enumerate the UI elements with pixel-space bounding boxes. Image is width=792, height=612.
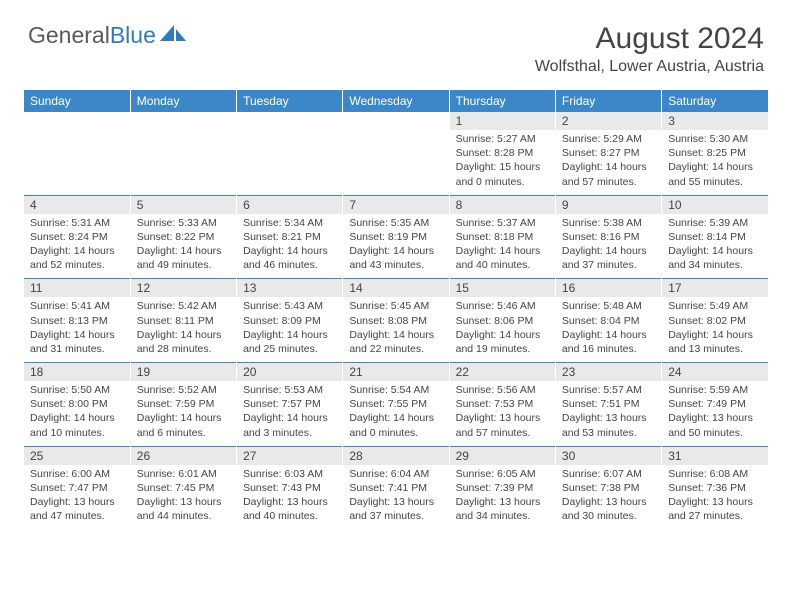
- date-info-cell: Sunrise: 5:31 AMSunset: 8:24 PMDaylight:…: [24, 214, 130, 279]
- date-info-cell: Sunrise: 5:43 AMSunset: 8:09 PMDaylight:…: [237, 297, 343, 362]
- date-number-row: 18192021222324: [24, 363, 768, 381]
- date-info-cell: Sunrise: 5:39 AMSunset: 8:14 PMDaylight:…: [662, 214, 768, 279]
- day-header: Thursday: [449, 90, 555, 112]
- day-header-row: Sunday Monday Tuesday Wednesday Thursday…: [24, 90, 768, 112]
- date-info-cell: Sunrise: 6:00 AMSunset: 7:47 PMDaylight:…: [24, 465, 130, 530]
- date-info-cell: Sunrise: 5:50 AMSunset: 8:00 PMDaylight:…: [24, 381, 130, 446]
- date-number-cell: 12: [130, 279, 236, 297]
- date-info-cell: Sunrise: 5:54 AMSunset: 7:55 PMDaylight:…: [343, 381, 449, 446]
- date-number-cell: 2: [555, 112, 661, 130]
- month-title: August 2024: [535, 22, 764, 56]
- date-number-cell: 17: [662, 279, 768, 297]
- logo-text-1: General: [28, 22, 110, 49]
- calendar-table: Sunday Monday Tuesday Wednesday Thursday…: [24, 90, 768, 529]
- date-number-cell: 28: [343, 447, 449, 465]
- date-info-cell: Sunrise: 5:57 AMSunset: 7:51 PMDaylight:…: [555, 381, 661, 446]
- date-info-cell: [24, 130, 130, 195]
- logo: GeneralBlue: [28, 22, 186, 49]
- date-number-cell: 26: [130, 447, 236, 465]
- title-block: August 2024 Wolfsthal, Lower Austria, Au…: [535, 22, 764, 76]
- date-number-cell: 18: [24, 363, 130, 381]
- date-number-cell: 24: [662, 363, 768, 381]
- date-info-cell: Sunrise: 5:49 AMSunset: 8:02 PMDaylight:…: [662, 297, 768, 362]
- date-number-row: 45678910: [24, 196, 768, 214]
- date-number-cell: 29: [449, 447, 555, 465]
- date-number-cell: 23: [555, 363, 661, 381]
- date-info-cell: [343, 130, 449, 195]
- date-info-cell: Sunrise: 6:04 AMSunset: 7:41 PMDaylight:…: [343, 465, 449, 530]
- date-number-cell: [130, 112, 236, 130]
- header: GeneralBlue August 2024 Wolfsthal, Lower…: [0, 0, 792, 84]
- date-number-cell: 25: [24, 447, 130, 465]
- date-info-cell: Sunrise: 6:01 AMSunset: 7:45 PMDaylight:…: [130, 465, 236, 530]
- date-number-cell: 4: [24, 196, 130, 214]
- date-info-cell: Sunrise: 5:45 AMSunset: 8:08 PMDaylight:…: [343, 297, 449, 362]
- logo-text-2: Blue: [110, 22, 156, 49]
- day-header: Monday: [130, 90, 236, 112]
- date-info-row: Sunrise: 6:00 AMSunset: 7:47 PMDaylight:…: [24, 465, 768, 530]
- date-number-cell: [237, 112, 343, 130]
- date-info-cell: Sunrise: 5:38 AMSunset: 8:16 PMDaylight:…: [555, 214, 661, 279]
- date-number-row: 123: [24, 112, 768, 130]
- date-number-cell: 16: [555, 279, 661, 297]
- date-info-cell: [130, 130, 236, 195]
- date-number-cell: 14: [343, 279, 449, 297]
- day-header: Sunday: [24, 90, 130, 112]
- date-number-cell: 13: [237, 279, 343, 297]
- date-info-cell: Sunrise: 5:59 AMSunset: 7:49 PMDaylight:…: [662, 381, 768, 446]
- date-info-cell: Sunrise: 5:37 AMSunset: 8:18 PMDaylight:…: [449, 214, 555, 279]
- day-header: Saturday: [662, 90, 768, 112]
- date-info-cell: Sunrise: 6:07 AMSunset: 7:38 PMDaylight:…: [555, 465, 661, 530]
- date-number-cell: 31: [662, 447, 768, 465]
- date-info-cell: Sunrise: 6:05 AMSunset: 7:39 PMDaylight:…: [449, 465, 555, 530]
- date-info-row: Sunrise: 5:41 AMSunset: 8:13 PMDaylight:…: [24, 297, 768, 362]
- date-number-cell: 21: [343, 363, 449, 381]
- date-info-cell: Sunrise: 5:53 AMSunset: 7:57 PMDaylight:…: [237, 381, 343, 446]
- date-number-cell: 8: [449, 196, 555, 214]
- day-header: Tuesday: [237, 90, 343, 112]
- date-info-cell: Sunrise: 6:08 AMSunset: 7:36 PMDaylight:…: [662, 465, 768, 530]
- date-number-row: 11121314151617: [24, 279, 768, 297]
- date-number-cell: 20: [237, 363, 343, 381]
- date-info-cell: Sunrise: 5:30 AMSunset: 8:25 PMDaylight:…: [662, 130, 768, 195]
- date-info-cell: [237, 130, 343, 195]
- date-number-cell: 9: [555, 196, 661, 214]
- date-info-cell: Sunrise: 5:42 AMSunset: 8:11 PMDaylight:…: [130, 297, 236, 362]
- date-info-cell: Sunrise: 5:52 AMSunset: 7:59 PMDaylight:…: [130, 381, 236, 446]
- date-number-cell: 19: [130, 363, 236, 381]
- date-number-cell: 10: [662, 196, 768, 214]
- date-number-cell: 5: [130, 196, 236, 214]
- date-number-cell: 3: [662, 112, 768, 130]
- date-number-cell: [24, 112, 130, 130]
- location: Wolfsthal, Lower Austria, Austria: [535, 58, 764, 76]
- date-info-cell: Sunrise: 5:41 AMSunset: 8:13 PMDaylight:…: [24, 297, 130, 362]
- date-info-cell: Sunrise: 5:33 AMSunset: 8:22 PMDaylight:…: [130, 214, 236, 279]
- date-number-cell: 7: [343, 196, 449, 214]
- date-number-cell: 11: [24, 279, 130, 297]
- date-number-cell: [343, 112, 449, 130]
- date-info-cell: Sunrise: 5:29 AMSunset: 8:27 PMDaylight:…: [555, 130, 661, 195]
- date-info-cell: Sunrise: 5:27 AMSunset: 8:28 PMDaylight:…: [449, 130, 555, 195]
- date-info-cell: Sunrise: 5:48 AMSunset: 8:04 PMDaylight:…: [555, 297, 661, 362]
- date-number-cell: 1: [449, 112, 555, 130]
- date-info-cell: Sunrise: 5:34 AMSunset: 8:21 PMDaylight:…: [237, 214, 343, 279]
- date-info-cell: Sunrise: 5:46 AMSunset: 8:06 PMDaylight:…: [449, 297, 555, 362]
- date-info-row: Sunrise: 5:27 AMSunset: 8:28 PMDaylight:…: [24, 130, 768, 195]
- date-info-cell: Sunrise: 5:56 AMSunset: 7:53 PMDaylight:…: [449, 381, 555, 446]
- day-header: Friday: [555, 90, 661, 112]
- day-header: Wednesday: [343, 90, 449, 112]
- date-info-row: Sunrise: 5:31 AMSunset: 8:24 PMDaylight:…: [24, 214, 768, 279]
- date-info-row: Sunrise: 5:50 AMSunset: 8:00 PMDaylight:…: [24, 381, 768, 446]
- date-number-cell: 27: [237, 447, 343, 465]
- date-number-cell: 30: [555, 447, 661, 465]
- date-number-row: 25262728293031: [24, 447, 768, 465]
- date-number-cell: 15: [449, 279, 555, 297]
- logo-sail-icon: [160, 22, 186, 49]
- date-info-cell: Sunrise: 6:03 AMSunset: 7:43 PMDaylight:…: [237, 465, 343, 530]
- date-number-cell: 22: [449, 363, 555, 381]
- date-info-cell: Sunrise: 5:35 AMSunset: 8:19 PMDaylight:…: [343, 214, 449, 279]
- date-number-cell: 6: [237, 196, 343, 214]
